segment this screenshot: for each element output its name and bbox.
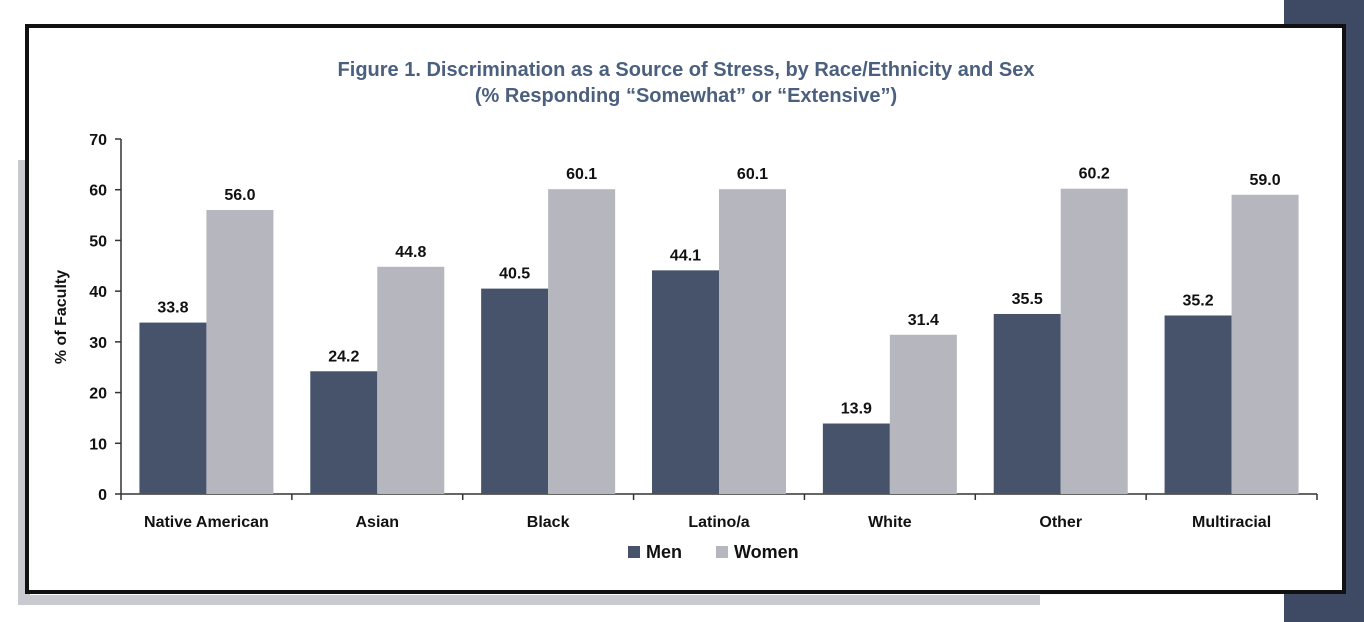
data-label: 60.1 [737,166,768,183]
data-label: 13.9 [841,401,872,418]
y-tick-label: 50 [89,233,107,250]
bar-men-black [481,288,549,494]
data-label: 40.5 [499,266,530,283]
data-label: 31.4 [908,312,939,329]
y-tick-label: 0 [98,487,107,504]
y-tick-label: 30 [89,335,107,352]
data-label: 56.0 [224,187,255,204]
x-tick-label: Asian [355,514,399,531]
y-tick-label: 40 [89,284,107,301]
y-tick-label: 70 [89,132,107,149]
data-label: 60.2 [1079,166,1110,183]
bar-men-asian [310,371,378,494]
legend-label-men: Men [646,542,682,562]
x-tick-label: Other [1039,514,1082,531]
y-tick-label: 10 [89,436,107,453]
bar-women-multiracial [1231,194,1299,495]
data-label: 35.2 [1183,292,1214,309]
data-label: 44.1 [670,247,701,264]
x-tick-label: Multiracial [1192,514,1271,531]
data-label: 24.2 [328,348,359,365]
y-tick-label: 20 [89,386,107,403]
bars: 33.8 56.0 24.2 44.8 40.5 60.1 44.1 60.1 13.9 31.4… [139,166,1299,495]
bar-women-latino-a [719,189,786,494]
data-label: 33.8 [157,300,188,317]
legend-label-women: Women [734,542,799,562]
data-label: 60.1 [566,166,597,183]
bar-women-asian [377,266,445,494]
x-tick-label: White [868,514,912,531]
legend: Men Women [628,542,799,562]
legend-swatch-men [628,546,640,558]
data-label: 44.8 [395,244,426,261]
y-axis-label: % of Faculty [53,270,70,364]
bar-women-native-american [206,210,274,494]
bar-men-other [993,313,1061,494]
legend-swatch-women [716,546,728,558]
x-tick-label: Black [527,514,570,531]
chart-title: Figure 1. Discrimination as a Source of … [338,59,1035,81]
data-label: 59.0 [1250,172,1281,189]
y-tick-label: 60 [89,183,107,200]
bar-men-multiracial [1164,315,1232,494]
data-label: 35.5 [1012,291,1043,308]
x-tick-label: Native American [144,514,269,531]
page-bottom-band [0,603,1040,622]
bar-women-white [889,334,957,494]
bar-women-black [548,189,616,494]
x-tick-label: Latino/a [688,514,749,531]
frame-shadow-bottom [18,595,1040,605]
chart-subtitle: (% Responding “Somewhat” or “Extensive”) [475,85,897,107]
bar-men-white [822,423,890,494]
bar-men-latino-a [652,270,719,494]
bar-men-native-american [139,322,207,494]
bar-women-other [1060,188,1128,494]
